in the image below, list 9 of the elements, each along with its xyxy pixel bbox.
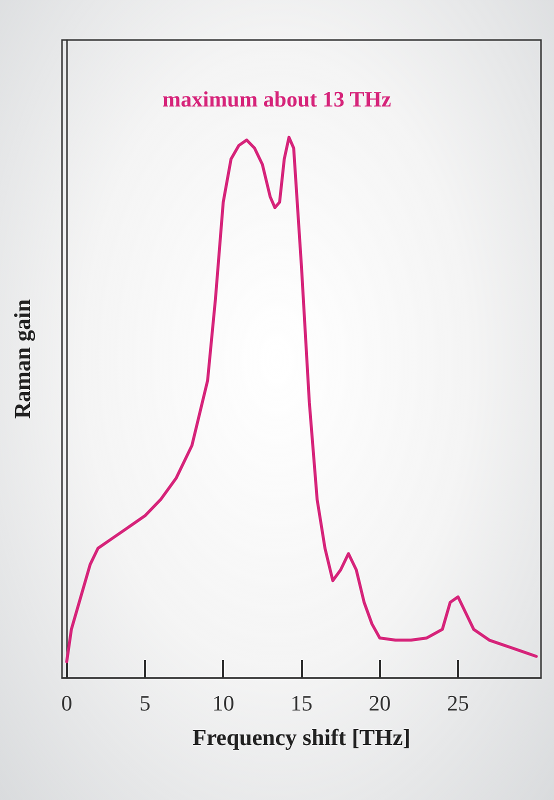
x-axis-title: Frequency shift [THz] — [192, 725, 411, 750]
x-tick-label: 25 — [447, 690, 470, 716]
text: maximum about 13 THz — [162, 86, 392, 112]
x-tick-label: 15 — [290, 690, 312, 716]
x-tick-label: 20 — [368, 690, 391, 716]
y-axis-title: Raman gain — [10, 299, 36, 419]
x-tick-label: 5 — [139, 690, 150, 716]
x-tick-label: 0 — [61, 690, 72, 716]
x-tick-label: 10 — [212, 690, 234, 716]
